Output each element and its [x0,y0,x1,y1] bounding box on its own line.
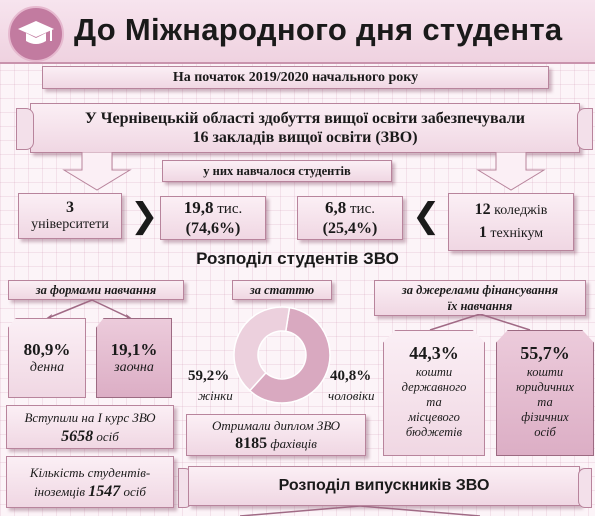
technicum-count: 1 [478,224,487,241]
by-form-label: за формами навчання [35,282,157,297]
by-form-label-box: за формами навчання [8,280,184,300]
day-form-label: денна [29,360,65,375]
college-students-unit: тис. [350,201,375,217]
chevron-left-icon: ❮ [412,196,441,236]
diplomas-value: 8185 [235,435,268,452]
extramural-form-box: 19,1% заочна [96,318,172,398]
year-banner: На початок 2019/2020 начального року [42,66,549,89]
extramural-form-value: 19,1% [110,340,158,359]
graduation-cap-icon [8,6,64,62]
year-line: На початок 2019/2020 начального року [172,69,419,85]
universities-label: університети [31,217,109,232]
distribution-title: Розподіл студентів ЗВО [196,249,399,268]
extramural-form-label: заочна [114,360,154,375]
students-label-box: у них навчалося студентів [162,160,392,182]
universities-count: 3 [66,199,74,216]
diplomas-box: Отримали диплом ЗВО 8185 фахівців [186,414,366,456]
graduates-connectors [239,506,481,516]
intro-line-2: 16 закладів вищої освіти (ЗВО) [192,129,418,146]
university-students-box: 19,8 тис. (74,6%) [160,196,266,240]
scroll-right-decoration [577,108,593,150]
day-form-value: 80,9% [23,340,71,359]
state-funding-l2: державного [401,380,467,394]
chevron-right-icon: ❯ [130,196,159,236]
state-funding-l5: бюджетів [405,425,463,439]
scroll-left-decoration [16,108,34,150]
arrow-down-left-icon [62,152,132,191]
private-funding-l1: кошти [526,365,564,379]
foreign-unit: осіб [123,484,146,499]
college-students-box: 6,8 тис. (25,4%) [297,196,403,240]
arrow-down-right-icon [476,152,546,191]
first-year-unit: осіб [96,429,119,444]
state-funding-box: 44,3% кошти державного та місцевого бюдж… [383,330,485,456]
male-value: 40,8% [330,368,372,384]
first-year-box: Вступили на I курс ЗВО 5658 осіб [6,405,174,449]
private-funding-l5: осіб [534,425,556,439]
donut-slice-female [248,306,331,404]
female-label: жінки [198,388,233,403]
students-label: у них навчалося студентів [203,163,351,178]
state-funding-value: 44,3% [409,343,459,363]
first-year-value: 5658 [61,428,94,445]
by-funding-label-box: за джерелами фінансування їх навчання [374,280,586,316]
technicum-label: технікум [490,226,544,241]
foreign-students-box: Кількість студентів- іноземців 1547 осіб [6,456,174,508]
gender-donut-chart [233,306,331,404]
foreign-line-1: Кількість студентів- [29,465,151,480]
by-gender-label: за статтю [249,282,315,297]
by-gender-label-box: за статтю [232,280,332,300]
college-students-value: 6,8 [325,198,347,217]
private-funding-l3: та [537,395,553,409]
female-value: 59,2% [188,368,230,384]
private-funding-l4: фізичних [521,410,569,424]
foreign-value: 1547 [88,483,121,500]
state-funding-l1: кошти [415,365,453,379]
univ-students-value: 19,8 [183,198,214,217]
intro-line-1: У Чернівецькій області здобуття вищої ос… [85,110,525,127]
diplomas-text: Отримали диплом ЗВО [211,418,341,433]
state-funding-l4: місцевого [408,410,460,424]
graduates-title: Розподіл випускників ЗВО [278,477,490,494]
by-funding-label-2: їх навчання [447,299,513,313]
day-form-box: 80,9% денна [8,318,86,398]
graduates-scroll-right [578,468,592,508]
intro-box: У Чернівецькій області здобуття вищої ос… [30,103,580,153]
foreign-line-2: іноземців [34,484,86,499]
diplomas-unit: фахівців [270,436,317,451]
header-bar [0,0,595,64]
colleges-box: 12 коледжів 1 технікум [448,193,574,251]
univ-students-unit: тис. [217,201,243,217]
universities-box: 3 університети [18,193,122,239]
state-funding-l3: та [426,395,442,409]
by-funding-label-1: за джерелами фінансування [401,283,559,297]
page-title: До Міжнародного дня студента [74,12,563,47]
colleges-count: 12 [474,201,491,218]
private-funding-l2: юридичних [516,380,574,394]
colleges-label: коледжів [494,203,548,218]
private-funding-box: 55,7% кошти юридичних та фізичних осіб [496,330,594,456]
univ-students-pct: (74,6%) [185,220,241,237]
graduates-banner: Розподіл випускників ЗВО [188,466,580,506]
male-label: чоловіки [328,388,375,403]
college-students-pct: (25,4%) [322,220,378,237]
donut-slice-male [233,306,291,392]
funding-connectors [429,314,531,331]
private-funding-value: 55,7% [520,343,570,363]
first-year-text: Вступили на I курс ЗВО [24,410,156,425]
